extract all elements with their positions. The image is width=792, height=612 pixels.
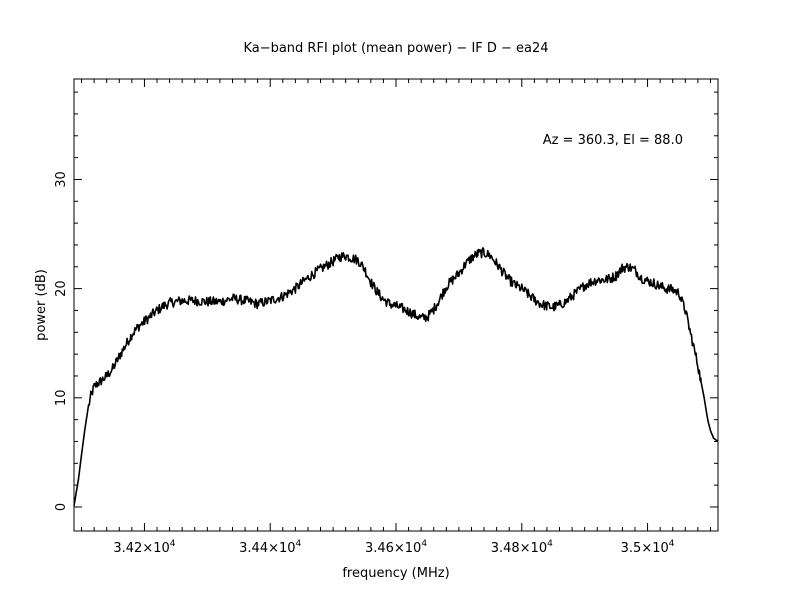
plot-frame	[73, 78, 719, 532]
y-tick-label: 30	[54, 171, 69, 188]
power-series-line	[73, 247, 719, 507]
y-tick-labels: 0 10 20 30	[54, 171, 69, 511]
x-tick-label: 3.46×104	[365, 539, 427, 556]
x-axis-label: frequency (MHz)	[342, 566, 449, 581]
az-el-annotation: Az = 360.3, El = 88.0	[543, 133, 683, 148]
x-tick-label: 3.5×104	[621, 539, 675, 556]
x-tick-label: 3.48×104	[491, 539, 553, 556]
chart-title: Ka−band RFI plot (mean power) − IF D − e…	[243, 41, 548, 56]
x-tick-labels: 3.42×104 3.44×104 3.46×104 3.48×104 3.5×104	[113, 539, 674, 556]
x-tick-label: 3.42×104	[113, 539, 175, 556]
y-tick-label: 0	[54, 503, 69, 511]
y-tick-label: 10	[54, 390, 69, 407]
y-tick-label: 20	[54, 280, 69, 297]
tick-marks	[74, 79, 718, 531]
y-axis-label: power (dB)	[34, 269, 49, 341]
x-tick-label: 3.44×104	[239, 539, 301, 556]
